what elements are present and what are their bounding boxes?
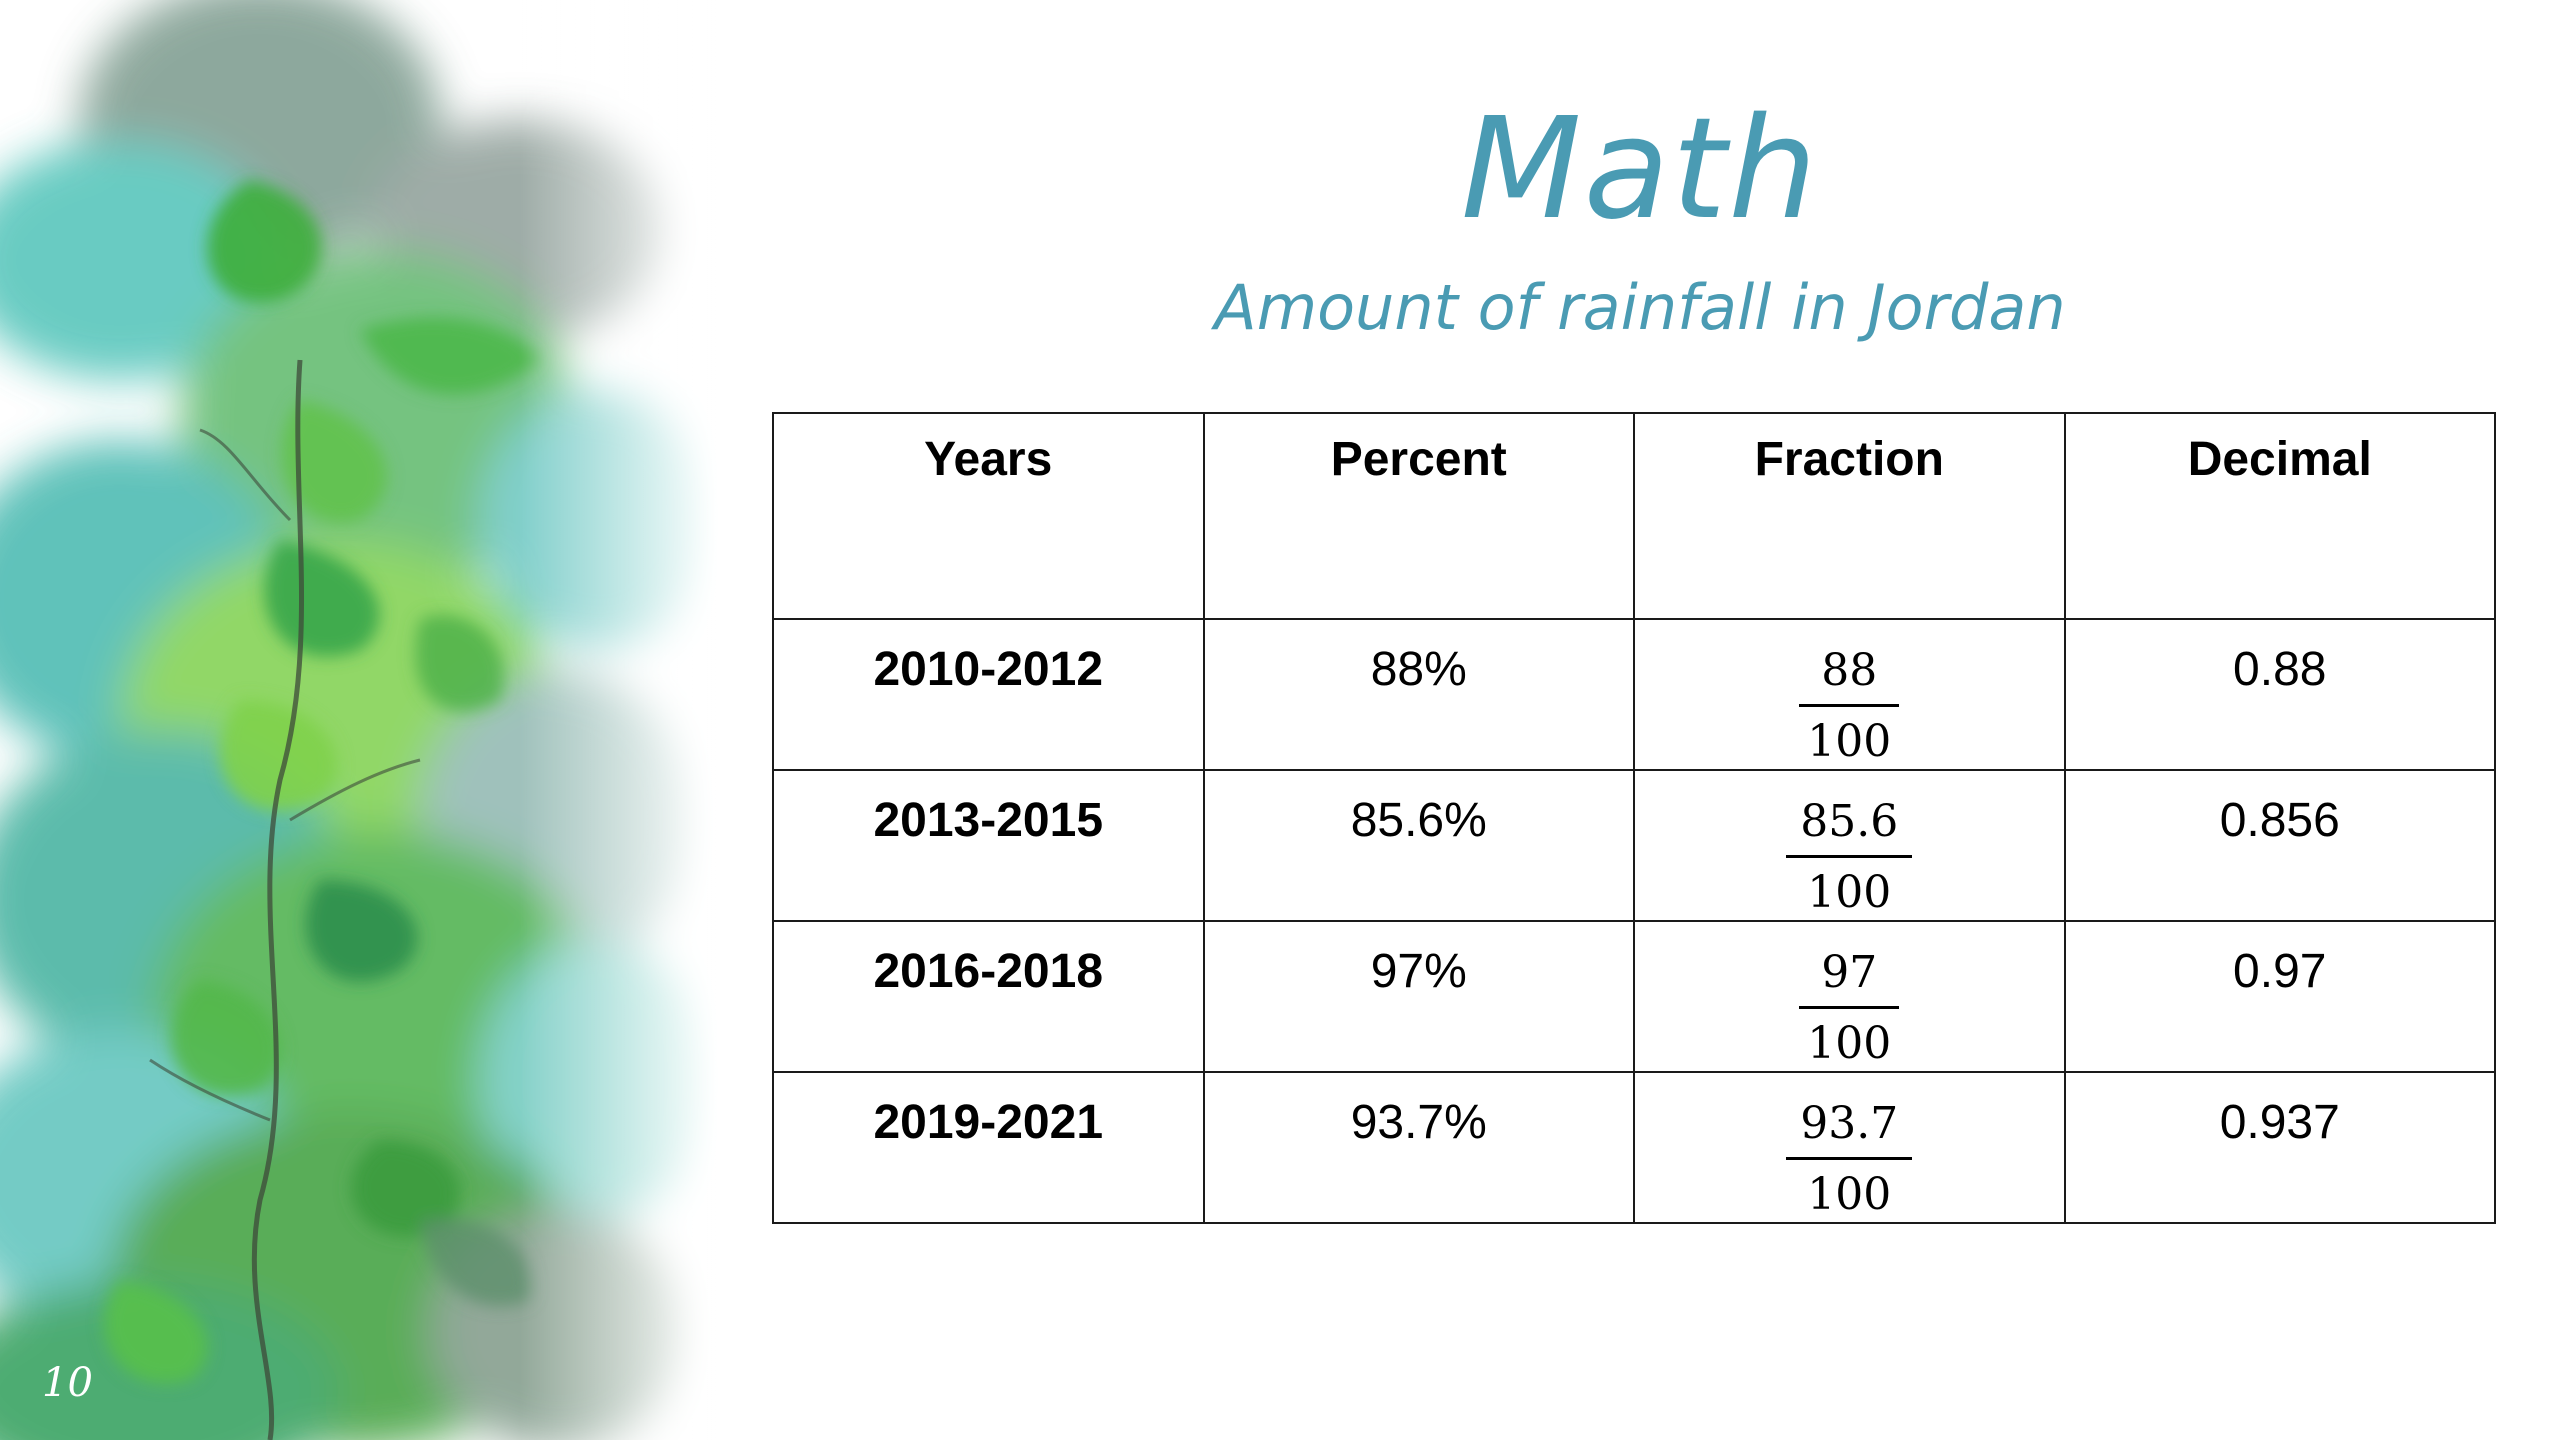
numerator: 97 — [1821, 947, 1878, 998]
header-fraction: Fraction — [1633, 412, 2066, 620]
years-cell: 2016-2018 — [772, 920, 1205, 1073]
header-decimal: Decimal — [2063, 412, 2496, 620]
fraction-bar — [1786, 855, 1913, 858]
decimal-cell: 0.97 — [2063, 920, 2496, 1073]
numerator: 88 — [1821, 645, 1878, 696]
fraction-cell: 88 100 — [1633, 618, 2066, 771]
percent-cell: 97% — [1202, 920, 1635, 1073]
numerator: 85.6 — [1800, 796, 1899, 847]
fraction-bar — [1786, 1157, 1913, 1160]
fraction-cell: 93.7 100 — [1633, 1071, 2066, 1224]
header-percent: Percent — [1202, 412, 1635, 620]
decimal-cell: 0.88 — [2063, 618, 2496, 771]
slide-title: Math — [1460, 88, 1820, 251]
percent-cell: 93.7% — [1202, 1071, 1635, 1224]
denominator: 100 — [1807, 867, 1892, 918]
table-header-row: Years Percent Fraction Decimal — [772, 412, 2496, 620]
header-years: Years — [772, 412, 1205, 620]
fraction: 85.6 100 — [1786, 795, 1913, 920]
fraction-bar — [1799, 1006, 1900, 1009]
fraction-cell: 85.6 100 — [1633, 769, 2066, 922]
numerator: 93.7 — [1800, 1098, 1899, 1149]
fraction: 93.7 100 — [1786, 1097, 1913, 1222]
table-row: 2016-2018 97% 97 100 0.97 — [772, 920, 2496, 1073]
fraction: 97 100 — [1799, 946, 1900, 1071]
decimal-cell: 0.856 — [2063, 769, 2496, 922]
denominator: 100 — [1807, 716, 1892, 767]
denominator: 100 — [1807, 1018, 1892, 1069]
slide-number: 10 — [42, 1360, 93, 1406]
years-cell: 2010-2012 — [772, 618, 1205, 771]
slide-subtitle: Amount of rainfall in Jordan — [1214, 271, 2066, 344]
fraction: 88 100 — [1799, 644, 1900, 769]
watercolor-leaves-image — [0, 0, 720, 1440]
years-cell: 2013-2015 — [772, 769, 1205, 922]
table-row: 2013-2015 85.6% 85.6 100 0.856 — [772, 769, 2496, 922]
decimal-cell: 0.937 — [2063, 1071, 2496, 1224]
percent-cell: 88% — [1202, 618, 1635, 771]
denominator: 100 — [1807, 1169, 1892, 1220]
fraction-bar — [1799, 704, 1900, 707]
fraction-cell: 97 100 — [1633, 920, 2066, 1073]
percent-cell: 85.6% — [1202, 769, 1635, 922]
table-row: 2019-2021 93.7% 93.7 100 0.937 — [772, 1071, 2496, 1224]
rainfall-table: Years Percent Fraction Decimal 2010-2012… — [772, 412, 2496, 1224]
table-row: 2010-2012 88% 88 100 0.88 — [772, 618, 2496, 771]
years-cell: 2019-2021 — [772, 1071, 1205, 1224]
